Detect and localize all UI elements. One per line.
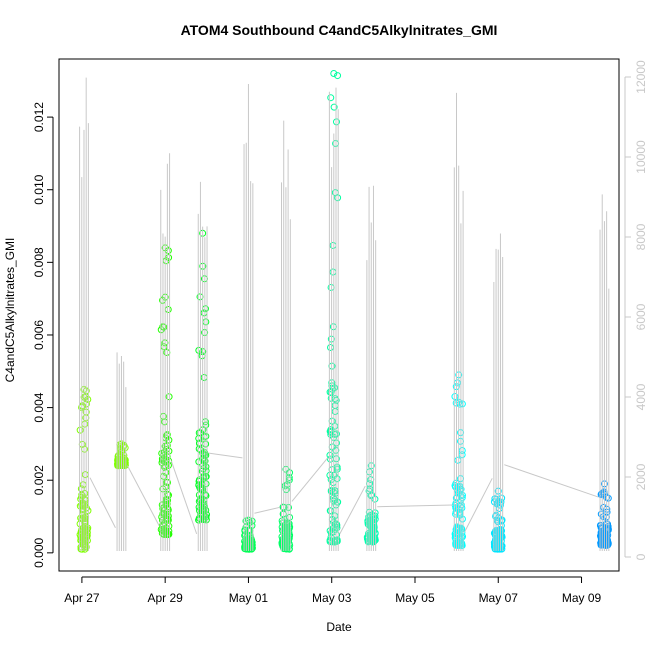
altitude-transit (464, 478, 493, 532)
data-point (195, 477, 203, 485)
y-tick-label: 0.010 (32, 174, 46, 204)
data-point (165, 447, 173, 455)
y2-tick-label: 8000 (634, 223, 648, 250)
y-tick-label: 0.000 (32, 538, 46, 568)
data-point (330, 70, 338, 78)
x-tick-label: May 01 (229, 591, 269, 605)
data-point (76, 502, 84, 510)
y-tick-label: 0.008 (32, 247, 46, 277)
data-point (371, 512, 379, 520)
x-tick-label: May 09 (562, 591, 602, 605)
data-point (371, 495, 379, 503)
x-tick-label: Apr 27 (64, 591, 100, 605)
altitude-transit (377, 504, 453, 508)
y2-tick-label: 10000 (634, 140, 648, 174)
y-tick-label: 0.002 (32, 465, 46, 495)
altitude-transit (504, 464, 599, 498)
chart-title: ATOM4 Southbound C4andC5Alkylnitrates_GM… (181, 22, 498, 38)
altitude-transit (170, 460, 198, 535)
data-point (202, 516, 210, 524)
data-point (121, 444, 129, 452)
data-point (165, 527, 173, 535)
y-tick-label: 0.004 (32, 392, 46, 422)
x-tick-label: May 03 (312, 591, 352, 605)
x-axis: Apr 27 Apr 29 May 01 May 03 May 05 May 07 May … (64, 576, 602, 605)
altitude-transit (89, 477, 116, 528)
x-axis-label: Date (326, 620, 352, 634)
y-axis-label: C4andC5Alkylnitrates_GMI (3, 238, 17, 383)
data-point (604, 522, 612, 530)
altitude-transit (339, 485, 366, 535)
data-point (195, 481, 203, 489)
data-point (326, 471, 334, 479)
data-point (278, 517, 286, 525)
data-point (330, 103, 338, 111)
plot-frame (58, 58, 620, 572)
altitude-transit (254, 506, 281, 514)
data-point (458, 491, 466, 499)
data-point (334, 72, 342, 80)
y-tick-label: 0.012 (32, 102, 46, 132)
data-point (458, 446, 466, 454)
data-point (604, 540, 612, 548)
x-tick-label: May 07 (479, 591, 519, 605)
x-tick-label: May 05 (395, 591, 435, 605)
data-point (326, 451, 334, 459)
data-point (241, 532, 249, 540)
data-point (286, 513, 294, 521)
data-point (458, 515, 466, 523)
altitude-transit (291, 457, 329, 502)
y-tick-label: 0.006 (32, 320, 46, 350)
altitude-transit (208, 452, 243, 459)
altitude-transit (127, 465, 160, 527)
data-point (458, 400, 466, 408)
data-point (458, 494, 466, 502)
y2-tick-label: 0 (634, 553, 648, 560)
y2-tick-label: 4000 (634, 383, 648, 410)
y-axis: 0.000 0.002 0.004 0.006 0.008 0.010 0.012 (32, 102, 54, 568)
y2-tick-label: 2000 (634, 463, 648, 490)
data-point (327, 94, 335, 102)
data-point (498, 516, 506, 524)
data-point (451, 393, 459, 401)
y2-tick-label: 12000 (634, 60, 648, 94)
y2-tick-label: 6000 (634, 303, 648, 330)
data-point (286, 523, 294, 531)
x-tick-label: Apr 29 (147, 591, 183, 605)
data-point (76, 426, 84, 434)
data-point (490, 543, 498, 551)
data-point (334, 498, 342, 506)
data-point (195, 346, 203, 354)
data-point (326, 538, 334, 546)
y2-axis: 0 2000 4000 6000 8000 10000 12000 (624, 60, 648, 560)
altitude-layer (79, 77, 610, 551)
